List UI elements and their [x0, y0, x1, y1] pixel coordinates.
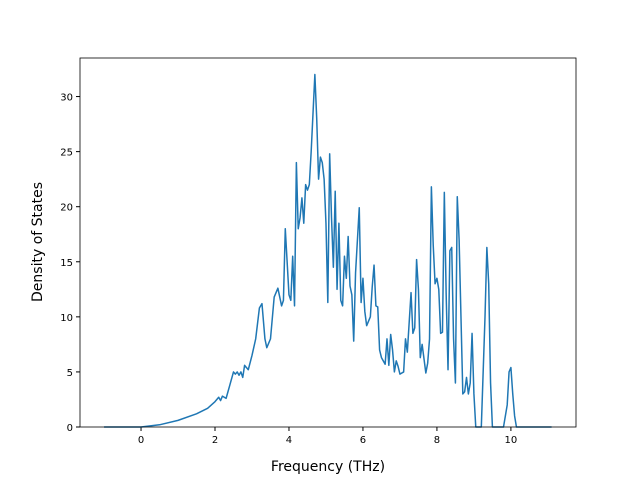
y-tick-label: 20: [60, 203, 73, 214]
x-axis-label: Frequency (THz): [271, 459, 385, 475]
y-tick-label: 15: [60, 258, 73, 269]
line: [104, 73, 552, 428]
x-tick-label: 2: [212, 435, 218, 446]
x-tick-label: 0: [138, 435, 144, 446]
y-tick-label: 25: [60, 148, 73, 159]
x-tick-label: 4: [286, 435, 292, 446]
y-axis-label: Density of States: [30, 182, 46, 302]
y-tick-label: 5: [67, 368, 73, 379]
x-tick-label: 10: [505, 435, 518, 446]
x-tick-label: 8: [434, 435, 440, 446]
y-tick-label: 10: [60, 313, 73, 324]
y-tick-label: 0: [67, 423, 73, 434]
x-tick-label: 6: [360, 435, 366, 446]
y-tick-label: 30: [60, 93, 73, 104]
plot-frame: [79, 57, 577, 428]
